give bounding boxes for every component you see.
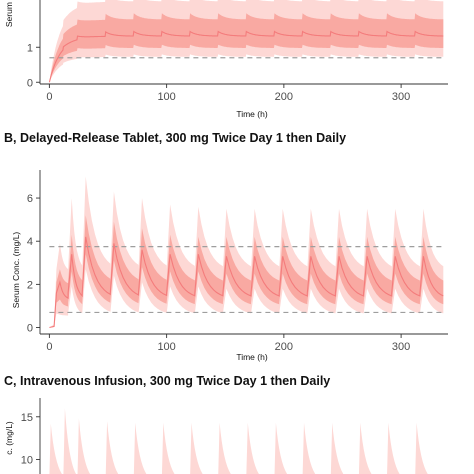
x-tick-label: 0: [46, 91, 52, 103]
x-tick-label: 0: [46, 341, 52, 353]
y-tick-label: 2: [27, 279, 33, 291]
y-tick-label: 0: [27, 77, 33, 89]
panel-c-title: C, Intravenous Infusion, 300 mg Twice Da…: [4, 374, 330, 388]
median-line: [48, 30, 444, 83]
panel-c: 10 15 c. (mg/L): [4, 398, 428, 474]
y-axis-title: Serum Co: [4, 0, 14, 27]
band-50-interval: [49, 13, 444, 83]
y-tick-label: 6: [27, 193, 33, 205]
y-ticks: 10 15: [21, 412, 40, 466]
band-90-interval: [49, 408, 428, 474]
y-tick-label: 15: [21, 412, 33, 424]
y-tick-label: 1: [27, 42, 33, 54]
x-tick-label: 100: [157, 341, 175, 353]
x-ticks: 0 100 200 300: [46, 84, 410, 103]
y-tick-label: 0: [27, 323, 33, 335]
x-tick-label: 200: [275, 91, 293, 103]
y-axis-title: Serum Conc. (mg/L): [11, 232, 21, 309]
y-ticks: 01: [27, 42, 40, 89]
y-tick-label: 4: [27, 236, 33, 248]
x-tick-label: 300: [392, 341, 410, 353]
x-tick-label: 300: [392, 91, 410, 103]
x-axis-title: Time (h): [236, 109, 267, 119]
panel-b-title: B, Delayed-Release Tablet, 300 mg Twice …: [4, 131, 346, 145]
x-ticks: 0 100 200 300: [46, 334, 410, 353]
panel-b: 0 2 4 6 0 100 200 300 Time (h) Serum Conc. (mg…: [11, 170, 448, 362]
y-ticks: 0 2 4 6: [27, 193, 40, 335]
y-tick-label: 10: [21, 454, 33, 466]
panel-a: 01 0 100 200 300 Time (h) Serum Co: [4, 0, 448, 119]
band-90-interval: [49, 176, 444, 328]
band-50-interval: [49, 215, 444, 328]
x-axis-title: Time (h): [236, 352, 267, 362]
median-line: [49, 236, 444, 329]
x-tick-label: 100: [157, 91, 175, 103]
y-axis-title: c. (mg/L): [4, 421, 14, 455]
x-tick-label: 200: [275, 341, 293, 353]
